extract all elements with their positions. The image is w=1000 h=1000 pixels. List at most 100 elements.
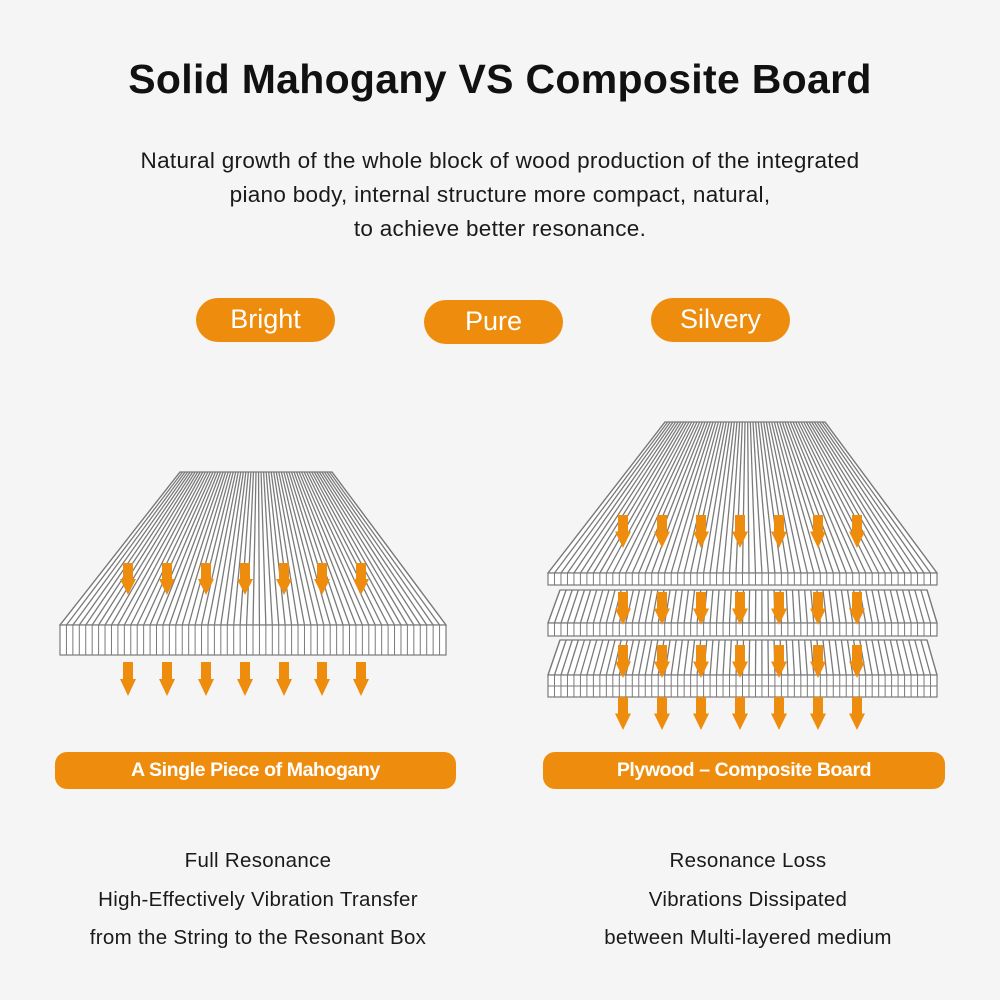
plywood-layer-2-grain-line <box>651 589 659 624</box>
arrow-down-icon <box>849 515 865 548</box>
solid-board-grain-line <box>316 471 408 626</box>
plywood-layer-1-grain-line <box>747 421 750 574</box>
plywood-layer-3-grain-line <box>846 639 854 676</box>
subtitle-line: Natural growth of the whole block of woo… <box>140 148 860 173</box>
solid-board-grain-line <box>260 471 267 626</box>
plywood-layer-3-grain-line <box>797 639 802 676</box>
plywood-layer-3-grain-line <box>677 639 683 676</box>
plywood-layer-3-grain-line <box>822 639 828 676</box>
solid-board-grain-line <box>252 471 257 626</box>
arrow-down-icon <box>732 697 748 730</box>
solid-board-grain-line <box>233 471 250 626</box>
plywood-layer-1-grain-line <box>771 421 808 574</box>
label-plywood: Plywood – Composite Board <box>543 752 945 789</box>
solid-board-grain-line <box>262 471 273 626</box>
plywood-layer-3-grain-line <box>901 639 912 676</box>
plywood-layer-1-grain-line <box>803 421 886 574</box>
plywood-layer-1-grain-line <box>605 421 690 574</box>
plywood-layer-1-grain-line <box>599 421 687 574</box>
plywood-layer-2-grain-line <box>883 589 893 624</box>
arrow-down-icon <box>615 645 631 678</box>
plywood-layer-1-grain-line <box>779 421 828 574</box>
solid-board-grain-line <box>290 471 344 626</box>
arrow-down-icon <box>276 563 292 595</box>
solid-board-grain-line <box>117 471 204 626</box>
solid-board-grain-line <box>239 471 252 626</box>
arrow-down-icon <box>198 662 214 696</box>
plywood-layer-3-grain-line <box>748 639 751 676</box>
plywood-layer-2-grain-line <box>579 589 592 624</box>
arrow-down-icon <box>120 563 136 595</box>
plywood-layer-1-grain-line <box>553 421 669 574</box>
plywood-layer-3-grain-line <box>785 639 789 676</box>
plywood-layer-2-grain-line <box>840 589 847 624</box>
plywood-layer-2-grain-line <box>677 589 683 624</box>
plywood-layer-2-grain-line <box>573 589 586 624</box>
arrow-down-icon <box>314 662 330 696</box>
page-title: Solid Mahogany VS Composite Board <box>128 56 872 102</box>
plywood-layer-2-grain-line <box>553 589 567 624</box>
plywood-layer-2-grain-line <box>871 589 880 624</box>
solid-board-grain-line <box>295 471 357 626</box>
plywood-layer-3-grain-line <box>914 639 925 676</box>
solid-board-grain-line <box>328 471 441 626</box>
plywood-layer-1-grain-line <box>664 421 714 574</box>
tag-pure: Pure <box>424 300 563 344</box>
plywood-layer-3-grain-line <box>889 639 899 676</box>
plywood-layer-1-grain-line <box>709 421 733 574</box>
plywood-layer-2-grain-line <box>901 589 912 624</box>
plywood-layer-1-grain-line <box>722 421 738 574</box>
plywood-layer-2-grain-line <box>689 589 696 624</box>
plywood-layer-1-grain-line <box>755 421 770 574</box>
plywood-layer-1-grain-line <box>566 421 674 574</box>
arrow-down-icon <box>693 645 709 678</box>
solid-board-grain-line <box>306 471 383 626</box>
plywood-layer-1-grain-line <box>821 421 932 574</box>
arrow-down-icon <box>353 563 369 595</box>
solid-board-grain-line <box>278 471 312 626</box>
plywood-layer-3-grain-line <box>573 639 586 676</box>
plywood-layer-3-grain-line <box>586 639 598 676</box>
plywood-layer-1-grain-line <box>805 421 893 574</box>
solid-board-grain-line <box>313 471 402 626</box>
solid-board-grain-line <box>273 471 299 626</box>
plywood-layer-2-grain-line <box>638 589 647 624</box>
plywood-layer-3-grain-line <box>651 639 659 676</box>
arrow-down-icon <box>237 662 253 696</box>
solid-board-grain-line <box>155 471 219 626</box>
solid-board-grain-line <box>326 471 434 626</box>
plywood-layer-2-grain-line <box>625 589 635 624</box>
arrow-down-icon <box>353 662 369 696</box>
solid-board-grain-line <box>303 471 376 626</box>
plywood-layer-1-grain-line <box>735 421 743 574</box>
left-description: Full Resonance High-Effectively Vibratio… <box>8 842 508 958</box>
plywood-layer-2-grain-line <box>828 589 834 624</box>
plywood-layer-3-grain-line <box>670 639 677 676</box>
arrow-down-icon <box>654 515 670 548</box>
plywood-layer-1-grain-line <box>808 421 899 574</box>
plywood-layer-2-grain-line <box>683 589 690 624</box>
arrow-down-icon <box>615 697 631 730</box>
arrow-down-icon <box>615 515 631 548</box>
plywood-layer-1-grain-line <box>547 421 666 574</box>
solid-board-grain-line <box>213 471 242 626</box>
plywood-layer-1-grain-line <box>800 421 880 574</box>
solid-board-grain-line <box>270 471 293 626</box>
solid-board-grain-line <box>288 471 338 626</box>
plywood-layer-3-grain-line <box>709 639 714 676</box>
solid-board-grain-line <box>78 471 189 626</box>
solid-board-grain-line <box>293 471 351 626</box>
solid-board-grain-line <box>226 471 247 626</box>
desc-line: High-Effectively Vibration Transfer <box>98 887 418 911</box>
desc-line: between Multi-layered medium <box>604 926 892 949</box>
plywood-layer-2-grain-line <box>748 589 751 624</box>
arrow-down-icon <box>810 515 826 548</box>
plywood-layer-1-grain-line <box>683 421 722 574</box>
plywood-layer-3-grain-line <box>605 639 616 676</box>
plywood-layer-1-grain-line <box>776 421 821 574</box>
plywood-layer-2-grain-line <box>709 589 714 624</box>
plywood-layer-3-grain-line <box>547 639 561 676</box>
subtitle-line: piano body, internal structure more comp… <box>229 182 771 207</box>
plywood-layer-3-grain-line <box>810 639 815 676</box>
